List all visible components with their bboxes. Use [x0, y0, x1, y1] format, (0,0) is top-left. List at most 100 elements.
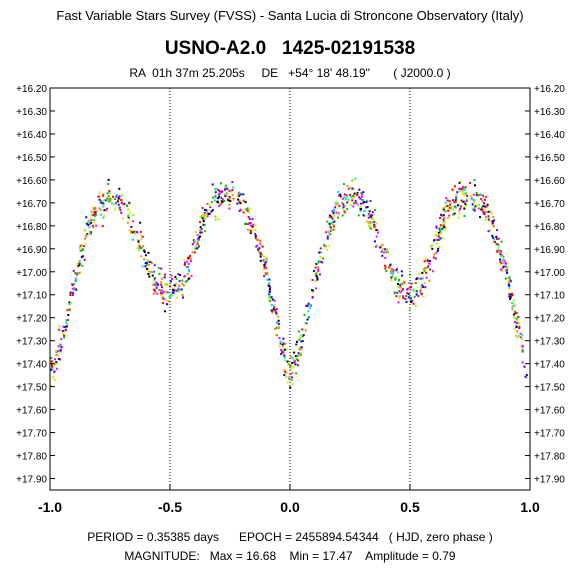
- data-point: [246, 228, 249, 231]
- data-point: [306, 304, 309, 307]
- data-point: [217, 189, 220, 192]
- data-point: [464, 202, 467, 205]
- data-point: [283, 356, 286, 359]
- data-point: [334, 200, 337, 203]
- data-point: [492, 219, 495, 222]
- data-point: [248, 211, 251, 214]
- data-point: [72, 291, 75, 294]
- data-point: [410, 300, 413, 303]
- data-point: [259, 255, 262, 258]
- data-point: [332, 208, 335, 211]
- data-point: [261, 245, 264, 248]
- data-point: [518, 322, 521, 325]
- data-point: [376, 231, 379, 234]
- data-point: [291, 383, 294, 386]
- data-point: [443, 225, 446, 228]
- data-point: [421, 271, 424, 274]
- data-point: [371, 217, 374, 220]
- data-point: [358, 196, 361, 199]
- data-point: [438, 246, 441, 249]
- data-point: [328, 222, 331, 225]
- data-point: [345, 196, 348, 199]
- data-point: [263, 266, 266, 269]
- data-point: [282, 351, 285, 354]
- data-point: [448, 214, 451, 217]
- data-point: [418, 277, 421, 280]
- data-point: [209, 206, 212, 209]
- data-point: [322, 257, 325, 260]
- data-point: [408, 286, 411, 289]
- data-point: [463, 214, 466, 217]
- data-point: [238, 194, 241, 197]
- data-point: [98, 198, 101, 201]
- data-point: [239, 202, 242, 205]
- data-point: [221, 190, 224, 193]
- data-point: [502, 258, 505, 261]
- data-point: [311, 289, 314, 292]
- data-point: [53, 378, 56, 381]
- data-point: [460, 180, 463, 183]
- data-point: [162, 302, 165, 305]
- data-point: [363, 210, 366, 213]
- data-point: [422, 286, 425, 289]
- data-point: [304, 321, 307, 324]
- data-point: [244, 222, 247, 225]
- data-point: [84, 235, 87, 238]
- data-point: [499, 263, 502, 266]
- data-point: [225, 188, 228, 191]
- data-point: [300, 346, 303, 349]
- data-point: [374, 209, 377, 212]
- data-point: [249, 224, 252, 227]
- data-point: [291, 356, 294, 359]
- data-point: [368, 210, 371, 213]
- data-point: [427, 265, 430, 268]
- data-point: [164, 310, 167, 313]
- data-point: [356, 203, 359, 206]
- data-point: [177, 287, 180, 290]
- data-point: [60, 338, 63, 341]
- x-tick-label: -1.0: [38, 499, 62, 515]
- data-point: [442, 214, 445, 217]
- magnitude-line: MAGNITUDE: Max = 16.68 Min = 17.47 Ampli…: [124, 549, 456, 563]
- data-point: [76, 273, 79, 276]
- data-point: [260, 253, 263, 256]
- data-point: [326, 248, 329, 251]
- data-point: [444, 206, 447, 209]
- data-point: [399, 284, 402, 287]
- data-point: [480, 208, 483, 211]
- data-point: [291, 366, 294, 369]
- data-point: [60, 345, 63, 348]
- data-point: [424, 286, 427, 289]
- data-point: [55, 360, 58, 363]
- data-point: [385, 269, 388, 272]
- data-point: [373, 240, 376, 243]
- data-point: [58, 325, 61, 328]
- data-point: [390, 276, 393, 279]
- y-tick-label-right: +16.20: [534, 84, 565, 95]
- data-point: [157, 266, 160, 269]
- data-point: [398, 285, 401, 288]
- data-point: [165, 284, 168, 287]
- data-point: [246, 207, 249, 210]
- data-point: [426, 258, 429, 261]
- data-point: [50, 360, 53, 363]
- data-point: [80, 256, 83, 259]
- data-point: [50, 368, 53, 371]
- data-point: [130, 229, 133, 232]
- y-tick-label-left: +17.30: [16, 337, 47, 348]
- data-point: [200, 228, 203, 231]
- data-point: [304, 329, 307, 332]
- data-point: [514, 312, 517, 315]
- data-point: [289, 369, 292, 372]
- data-point: [194, 247, 197, 250]
- data-point: [518, 327, 521, 330]
- data-point: [221, 198, 224, 201]
- data-point: [183, 259, 186, 262]
- data-point: [402, 283, 405, 286]
- data-point: [251, 225, 254, 228]
- data-point: [238, 210, 241, 213]
- y-tick-label-left: +16.50: [16, 153, 47, 164]
- data-point: [127, 215, 130, 218]
- data-point: [154, 284, 157, 287]
- data-point: [484, 218, 487, 221]
